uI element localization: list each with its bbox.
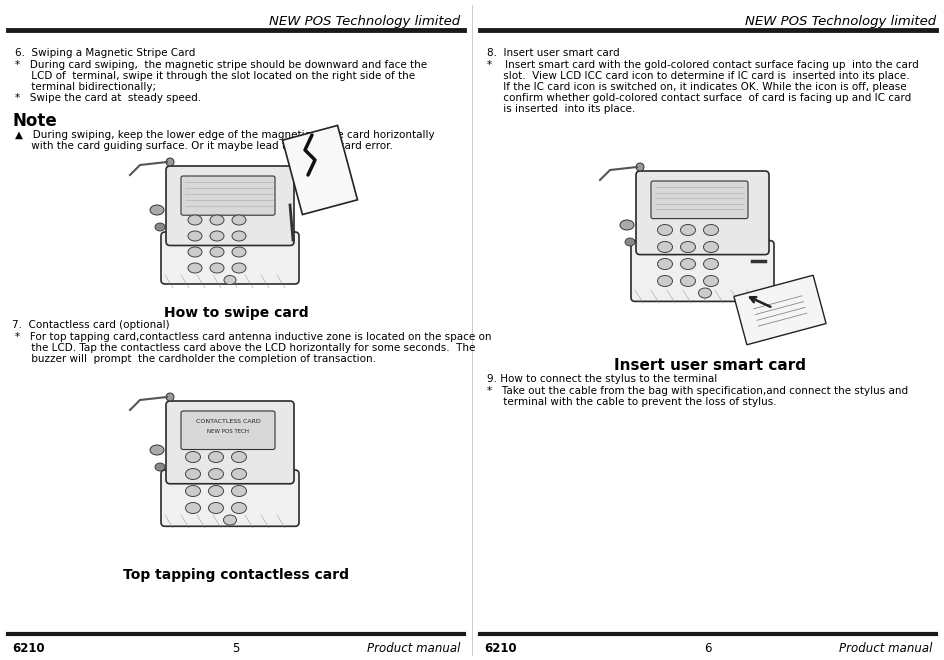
Ellipse shape [231,469,246,480]
Ellipse shape [209,451,224,463]
Text: Note: Note [12,112,57,130]
Text: LCD of  terminal, swipe it through the slot located on the right side of the: LCD of terminal, swipe it through the sl… [15,71,415,81]
FancyBboxPatch shape [636,171,769,255]
Ellipse shape [658,242,672,253]
Text: If the IC card icon is switched on, it indicates OK. While the icon is off, plea: If the IC card icon is switched on, it i… [487,82,906,92]
Ellipse shape [186,451,200,463]
Text: with the card guiding surface. Or it maybe lead to swiping card error.: with the card guiding surface. Or it may… [15,141,393,151]
Ellipse shape [155,223,165,231]
Text: NEW POS TECH: NEW POS TECH [207,429,249,434]
FancyBboxPatch shape [181,411,275,449]
Ellipse shape [658,259,672,269]
Ellipse shape [703,259,718,269]
Ellipse shape [210,247,224,257]
Ellipse shape [186,469,200,480]
Text: Product manual: Product manual [366,642,460,655]
Text: terminal with the cable to prevent the loss of stylus.: terminal with the cable to prevent the l… [487,397,777,407]
Ellipse shape [681,259,696,269]
Text: CONTACTLESS CARD: CONTACTLESS CARD [195,419,261,424]
Text: 6.  Swiping a Magnetic Stripe Card: 6. Swiping a Magnetic Stripe Card [15,48,195,58]
Ellipse shape [703,242,718,253]
Text: 9. How to connect the stylus to the terminal: 9. How to connect the stylus to the term… [487,374,717,384]
Text: *    Insert smart card with the gold-colored contact surface facing up  into the: * Insert smart card with the gold-colore… [487,60,919,70]
Ellipse shape [625,238,635,246]
Text: ▲   During swiping, keep the lower edge of the magnetic stripe card horizontally: ▲ During swiping, keep the lower edge of… [15,130,434,140]
Ellipse shape [210,231,224,241]
Ellipse shape [231,486,246,496]
Text: 6: 6 [704,642,712,655]
FancyBboxPatch shape [631,241,774,302]
Ellipse shape [703,275,718,286]
Ellipse shape [188,215,202,225]
Ellipse shape [231,451,246,463]
Ellipse shape [166,393,174,401]
Ellipse shape [699,288,712,298]
Ellipse shape [155,463,165,471]
Text: slot.  View LCD ICC card icon to determine if IC card is  inserted into its plac: slot. View LCD ICC card icon to determin… [487,71,909,81]
FancyBboxPatch shape [733,275,826,345]
FancyBboxPatch shape [166,401,294,484]
Ellipse shape [232,247,246,257]
Ellipse shape [188,247,202,257]
Text: How to swipe card: How to swipe card [163,306,309,320]
Ellipse shape [224,275,236,284]
Text: NEW POS Technology limited: NEW POS Technology limited [269,15,460,28]
Text: *   During card swiping,  the magnetic stripe should be downward and face the: * During card swiping, the magnetic stri… [15,60,427,70]
Text: confirm whether gold-colored contact surface  of card is facing up and IC card: confirm whether gold-colored contact sur… [487,93,911,103]
Ellipse shape [658,224,672,236]
Text: 7.  Contactless card (optional): 7. Contactless card (optional) [12,320,170,330]
Ellipse shape [232,231,246,241]
Text: the LCD. Tap the contactless card above the LCD horizontally for some seconds.  : the LCD. Tap the contactless card above … [15,343,476,353]
Ellipse shape [681,275,696,286]
Ellipse shape [186,502,200,513]
Ellipse shape [703,224,718,236]
FancyBboxPatch shape [161,470,299,526]
Ellipse shape [658,275,672,286]
Ellipse shape [150,205,164,215]
Ellipse shape [209,502,224,513]
Ellipse shape [232,215,246,225]
Ellipse shape [681,242,696,253]
Text: Product manual: Product manual [838,642,932,655]
Text: is inserted  into its place.: is inserted into its place. [487,104,635,114]
Ellipse shape [636,163,644,171]
Ellipse shape [209,486,224,496]
Ellipse shape [150,445,164,455]
Text: 5: 5 [232,642,240,655]
Ellipse shape [224,515,237,525]
Text: Top tapping contactless card: Top tapping contactless card [123,568,349,582]
FancyBboxPatch shape [651,181,748,218]
Ellipse shape [210,215,224,225]
Ellipse shape [186,486,200,496]
Ellipse shape [232,263,246,273]
Text: 8.  Insert user smart card: 8. Insert user smart card [487,48,619,58]
Ellipse shape [188,231,202,241]
Ellipse shape [188,263,202,273]
Ellipse shape [231,502,246,513]
Text: *   For top tapping card,contactless card antenna inductive zone is located on t: * For top tapping card,contactless card … [15,332,492,342]
Ellipse shape [681,224,696,236]
Text: buzzer will  prompt  the cardholder the completion of transaction.: buzzer will prompt the cardholder the co… [15,354,376,364]
Text: 6210: 6210 [12,642,44,655]
Text: Insert user smart card: Insert user smart card [614,358,806,373]
Ellipse shape [209,469,224,480]
Ellipse shape [166,158,174,166]
Ellipse shape [620,220,634,230]
Text: terminal bidirectionally;: terminal bidirectionally; [15,82,156,92]
FancyBboxPatch shape [161,232,299,284]
Text: 6210: 6210 [484,642,516,655]
Text: NEW POS Technology limited: NEW POS Technology limited [745,15,936,28]
FancyBboxPatch shape [181,176,275,215]
FancyBboxPatch shape [166,166,294,246]
Text: *   Swipe the card at  steady speed.: * Swipe the card at steady speed. [15,93,201,103]
FancyBboxPatch shape [282,125,358,214]
Ellipse shape [210,263,224,273]
Text: *   Take out the cable from the bag with specification,and connect the stylus an: * Take out the cable from the bag with s… [487,386,908,396]
